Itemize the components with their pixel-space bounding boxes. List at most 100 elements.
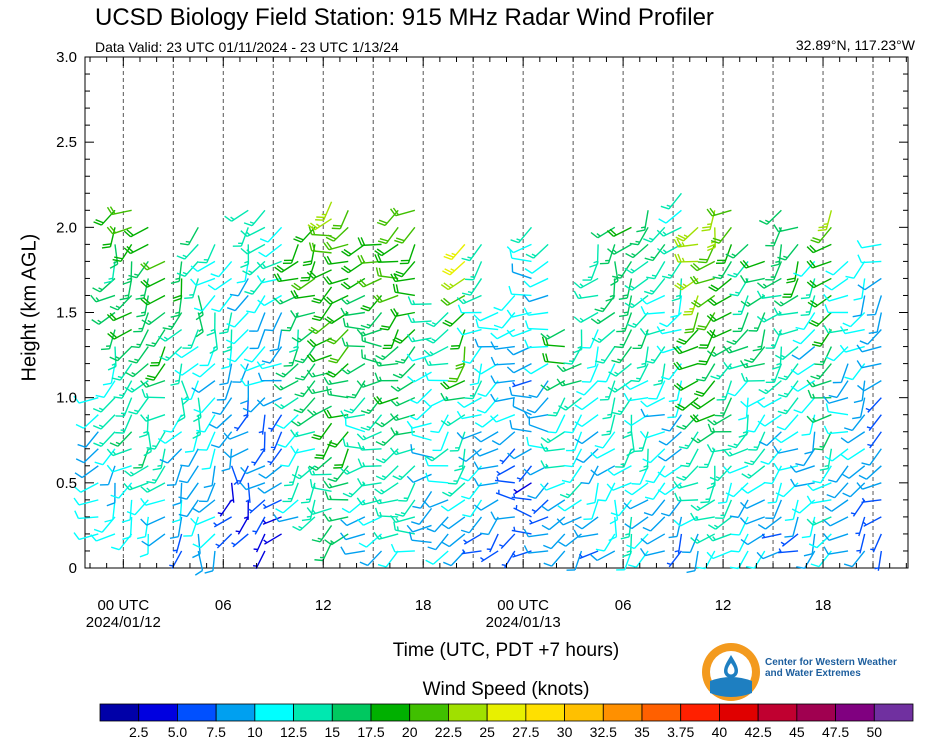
barb-full: [676, 238, 682, 247]
barb-staff: [867, 329, 882, 345]
barb-staff: [867, 397, 882, 413]
wind-barb: [209, 329, 219, 354]
wind-barb: [558, 533, 582, 547]
wind-barb: [464, 380, 483, 400]
barb-staff: [413, 371, 432, 383]
barb-staff: [861, 260, 882, 264]
wind-barb: [623, 499, 649, 510]
barb-staff: [596, 550, 616, 562]
wind-barb: [159, 448, 183, 464]
barb-half: [262, 519, 267, 524]
barb-staff: [745, 362, 765, 369]
barb-staff: [447, 414, 466, 427]
wind-barb: [94, 448, 116, 466]
wind-barb: [660, 499, 682, 517]
barb-full: [776, 426, 786, 431]
barb-staff: [646, 397, 666, 408]
barb-half: [747, 473, 752, 477]
wind-barb: [506, 243, 532, 254]
barb-staff: [345, 325, 365, 331]
wind-barb: [208, 414, 233, 429]
barb-full: [276, 273, 283, 282]
barb-full: [739, 275, 746, 283]
wind-barb: [806, 516, 832, 526]
barb-staff: [277, 329, 283, 350]
barb-full: [193, 307, 203, 312]
barb-staff: [362, 379, 382, 388]
wind-barb: [309, 479, 332, 493]
wind-barb: [324, 491, 349, 501]
barb-full: [440, 505, 449, 512]
barb-full: [645, 480, 655, 484]
barb-staff: [206, 244, 216, 263]
wind-barb: [777, 363, 799, 381]
barb-full: [625, 252, 634, 259]
wind-barb: [823, 533, 849, 541]
barb-staff: [551, 550, 566, 567]
barb-staff: [512, 379, 532, 388]
wind-barb: [506, 362, 532, 374]
barb-staff: [148, 533, 166, 547]
barb-half: [623, 311, 629, 314]
wind-barb: [210, 431, 233, 449]
wind-barb: [473, 311, 499, 322]
barb-half: [783, 392, 789, 396]
wind-barb: [327, 431, 349, 448]
wind-barb: [392, 283, 415, 297]
wind-barb: [819, 448, 833, 471]
barb-staff: [347, 277, 366, 290]
barb-full: [306, 271, 314, 279]
barb-full: [673, 519, 681, 527]
barb-full: [623, 502, 631, 510]
barb-half: [645, 330, 650, 335]
wind-barb: [390, 397, 416, 407]
wind-barb: [311, 286, 333, 304]
wind-barb: [499, 533, 516, 550]
barb-staff: [544, 465, 565, 469]
barb-full: [608, 536, 617, 542]
barb-staff: [581, 397, 599, 411]
barb-staff: [278, 516, 299, 523]
wind-barb: [506, 328, 532, 338]
wind-barb: [678, 431, 699, 450]
wind-barb: [308, 320, 333, 335]
wind-barb: [408, 405, 433, 421]
barb-full: [209, 348, 218, 354]
barb-staff: [872, 533, 882, 553]
barb-full: [473, 314, 481, 322]
barb-staff: [418, 507, 433, 525]
barb-half: [244, 260, 249, 264]
barb-staff: [720, 261, 733, 279]
barb-half: [395, 517, 400, 522]
barb-full: [606, 483, 614, 491]
barb-staff: [645, 550, 665, 557]
barb-full: [507, 452, 515, 460]
barb-staff: [607, 244, 616, 264]
barb-staff: [431, 448, 449, 462]
barb-half: [312, 509, 316, 514]
barb-staff: [528, 345, 549, 349]
barb-staff: [677, 295, 683, 316]
barb-full: [626, 544, 635, 550]
wind-barb: [730, 533, 749, 553]
wind-barb: [852, 397, 866, 420]
barb-full: [307, 466, 313, 476]
barb-full: [90, 294, 97, 303]
barb-staff: [83, 448, 99, 464]
wind-barb: [531, 499, 549, 515]
barb-full: [360, 324, 370, 329]
barb-staff: [821, 431, 832, 450]
barb-full: [192, 553, 201, 559]
barb-full: [302, 263, 312, 267]
wind-barb: [806, 277, 832, 289]
wind-barb: [307, 466, 332, 476]
barb-half: [778, 310, 782, 316]
barb-staff: [652, 346, 666, 364]
barb-full: [342, 317, 346, 327]
barb-staff: [765, 516, 782, 530]
barb-staff: [612, 482, 632, 491]
wind-barb: [377, 226, 399, 245]
barb-staff: [496, 328, 516, 340]
barb-staff: [495, 396, 515, 403]
barb-half: [630, 285, 635, 290]
